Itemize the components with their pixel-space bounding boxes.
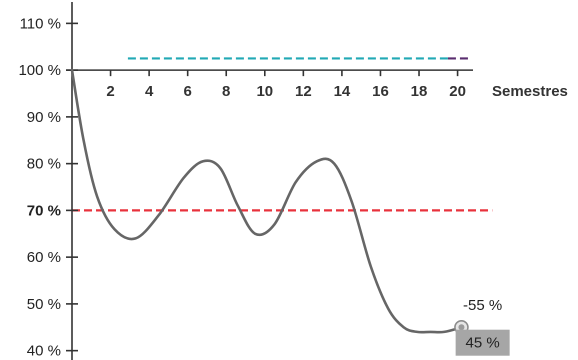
x-tick-label-6: 14: [334, 83, 351, 100]
x-tick-label-2: 6: [184, 83, 192, 100]
x-tick-label-3: 8: [222, 83, 230, 100]
x-tick-label-7: 16: [372, 83, 389, 100]
x-tick-label-0: 2: [106, 83, 114, 100]
y-tick-label-0: 40 %: [27, 343, 61, 360]
x-tick-label-9: 20: [449, 83, 466, 100]
x-axis-title: Semestres: [492, 83, 568, 100]
x-tick-label-5: 12: [295, 83, 312, 100]
y-tick-label-1: 50 %: [27, 296, 61, 313]
annotation-label-0: -55 %: [463, 297, 502, 314]
y-tick-label-4: 80 %: [27, 156, 61, 173]
end-point-marker-center: [458, 324, 465, 331]
y-tick-label-5: 90 %: [27, 109, 61, 126]
axes: 40 % 50 % 60 % 70 % 80 % 90 % 100 % 110 % 2 4 6 8 10…: [18, 2, 568, 360]
annotation-label-1: 45 %: [466, 335, 500, 352]
y-tick-label-6: 100 %: [18, 62, 61, 79]
annotation-box-1: [455, 329, 510, 356]
y-tick-label-3: 70 %: [27, 202, 61, 219]
y-tick-label-7: 110 %: [20, 15, 61, 32]
annotations: -55 % 45 %: [455, 297, 510, 356]
series-line-0: [70, 68, 463, 334]
series-group: [70, 68, 469, 335]
x-tick-label-8: 18: [411, 83, 428, 100]
x-tick-label-1: 4: [145, 83, 154, 100]
x-tick-label-4: 10: [256, 83, 273, 100]
y-tick-label-2: 60 %: [27, 249, 61, 266]
reference-lines: [72, 57, 493, 212]
